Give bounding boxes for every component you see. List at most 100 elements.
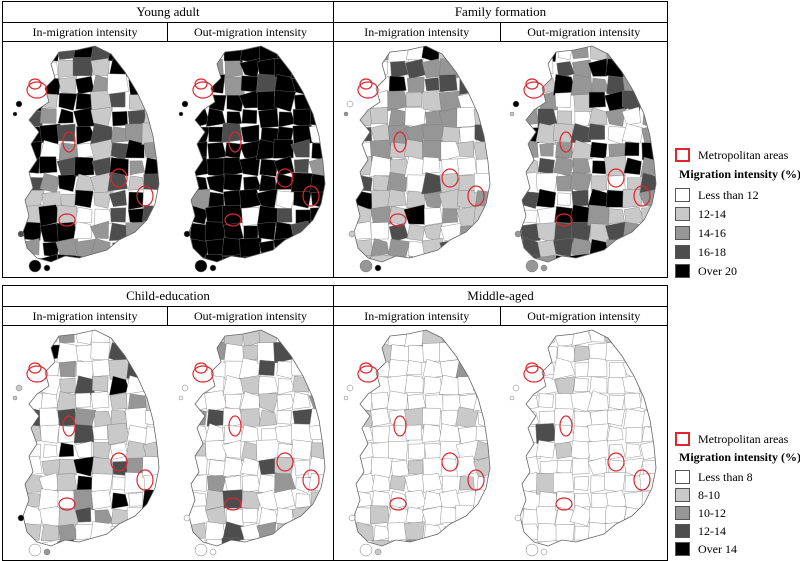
district-region [422, 473, 443, 493]
district-region [56, 156, 78, 177]
district-region [240, 375, 260, 394]
island [359, 259, 373, 273]
district-region [290, 220, 312, 241]
district-region [23, 254, 27, 262]
district-region [240, 255, 262, 262]
district-region [23, 540, 27, 546]
district-region [604, 472, 626, 493]
district-region [354, 46, 355, 60]
district-region [442, 394, 462, 413]
district-region [370, 123, 390, 143]
district-region [308, 391, 325, 410]
island [181, 384, 189, 392]
district-region [222, 457, 244, 477]
district-region [553, 472, 575, 493]
panel-middle-aged: Middle-aged In-migration intensity Out-m… [333, 285, 668, 561]
district-region [356, 330, 376, 348]
district-region [111, 492, 129, 509]
metropolitan-area-outline [192, 365, 214, 383]
district-region [588, 254, 609, 262]
district-region [605, 189, 625, 208]
district-region [308, 330, 325, 346]
district-region [477, 94, 490, 110]
district-region [75, 392, 92, 408]
metro-outline-swatch [675, 432, 690, 446]
district-region [473, 204, 490, 227]
legend-bottom: Metropolitan areas Migration intensity (… [675, 430, 800, 561]
country-outline [353, 45, 491, 263]
district-region [641, 540, 656, 546]
legend-swatch [675, 207, 690, 221]
district-region [23, 330, 45, 348]
district-region [472, 237, 490, 258]
district-region [555, 540, 575, 546]
district-region [370, 238, 390, 257]
district-region [239, 155, 261, 177]
district-region [520, 237, 523, 258]
metropolitan-area-outline [559, 415, 573, 437]
district-region [553, 237, 574, 257]
district-region [589, 141, 608, 159]
legend-swatch [675, 506, 690, 520]
island [194, 259, 208, 273]
district-region [455, 504, 480, 528]
district-region [41, 60, 59, 77]
district-region [291, 330, 309, 343]
district-region [623, 408, 645, 430]
metropolitan-area-outline [393, 415, 407, 437]
district-region [340, 412, 353, 424]
district-region [57, 425, 77, 443]
island [43, 264, 51, 272]
district-region [110, 508, 128, 525]
district-region [141, 122, 159, 145]
district-region [73, 456, 95, 477]
district-region [520, 359, 522, 378]
district-region [638, 73, 656, 96]
district-region [605, 342, 625, 362]
district-region [189, 220, 193, 243]
legend-title: Migration intensity (%) [679, 167, 800, 181]
island [12, 111, 18, 117]
district-region [189, 46, 209, 62]
district-region [128, 94, 146, 110]
district-region [424, 77, 440, 92]
district-region [421, 423, 442, 443]
metropolitan-area-outline [224, 213, 242, 227]
district-region [572, 539, 592, 546]
district-region [554, 206, 573, 224]
metropolitan-area-outline [607, 452, 625, 472]
district-region [520, 472, 540, 493]
district-region [338, 342, 353, 358]
district-region [440, 222, 462, 244]
district-region [621, 106, 641, 125]
district-region [520, 537, 521, 546]
district-region [40, 392, 58, 409]
legend-swatch [675, 524, 690, 538]
metropolitan-area-outline [28, 78, 42, 90]
district-region [23, 92, 25, 111]
district-region [142, 521, 159, 541]
legend-item-label: 12-14 [698, 523, 726, 538]
district-region [422, 156, 441, 175]
district-region [224, 474, 242, 491]
district-region [354, 426, 355, 442]
district-region [423, 376, 443, 395]
district-region [371, 474, 391, 492]
district-region [292, 238, 312, 258]
district-region [145, 77, 159, 92]
district-region [39, 505, 62, 527]
district-region [90, 57, 110, 76]
district-region [372, 60, 388, 75]
legend-item-label: Over 20 [698, 263, 737, 278]
district-region [110, 207, 127, 223]
district-region [112, 242, 126, 255]
country-outline [22, 329, 160, 547]
district-region [23, 241, 28, 260]
district-region [126, 507, 147, 527]
district-region [256, 188, 278, 209]
country-outline [188, 45, 326, 263]
legend-item: Less than 12 [675, 188, 759, 202]
district-region [570, 46, 589, 59]
district-region [604, 90, 628, 112]
district-region [554, 376, 576, 396]
